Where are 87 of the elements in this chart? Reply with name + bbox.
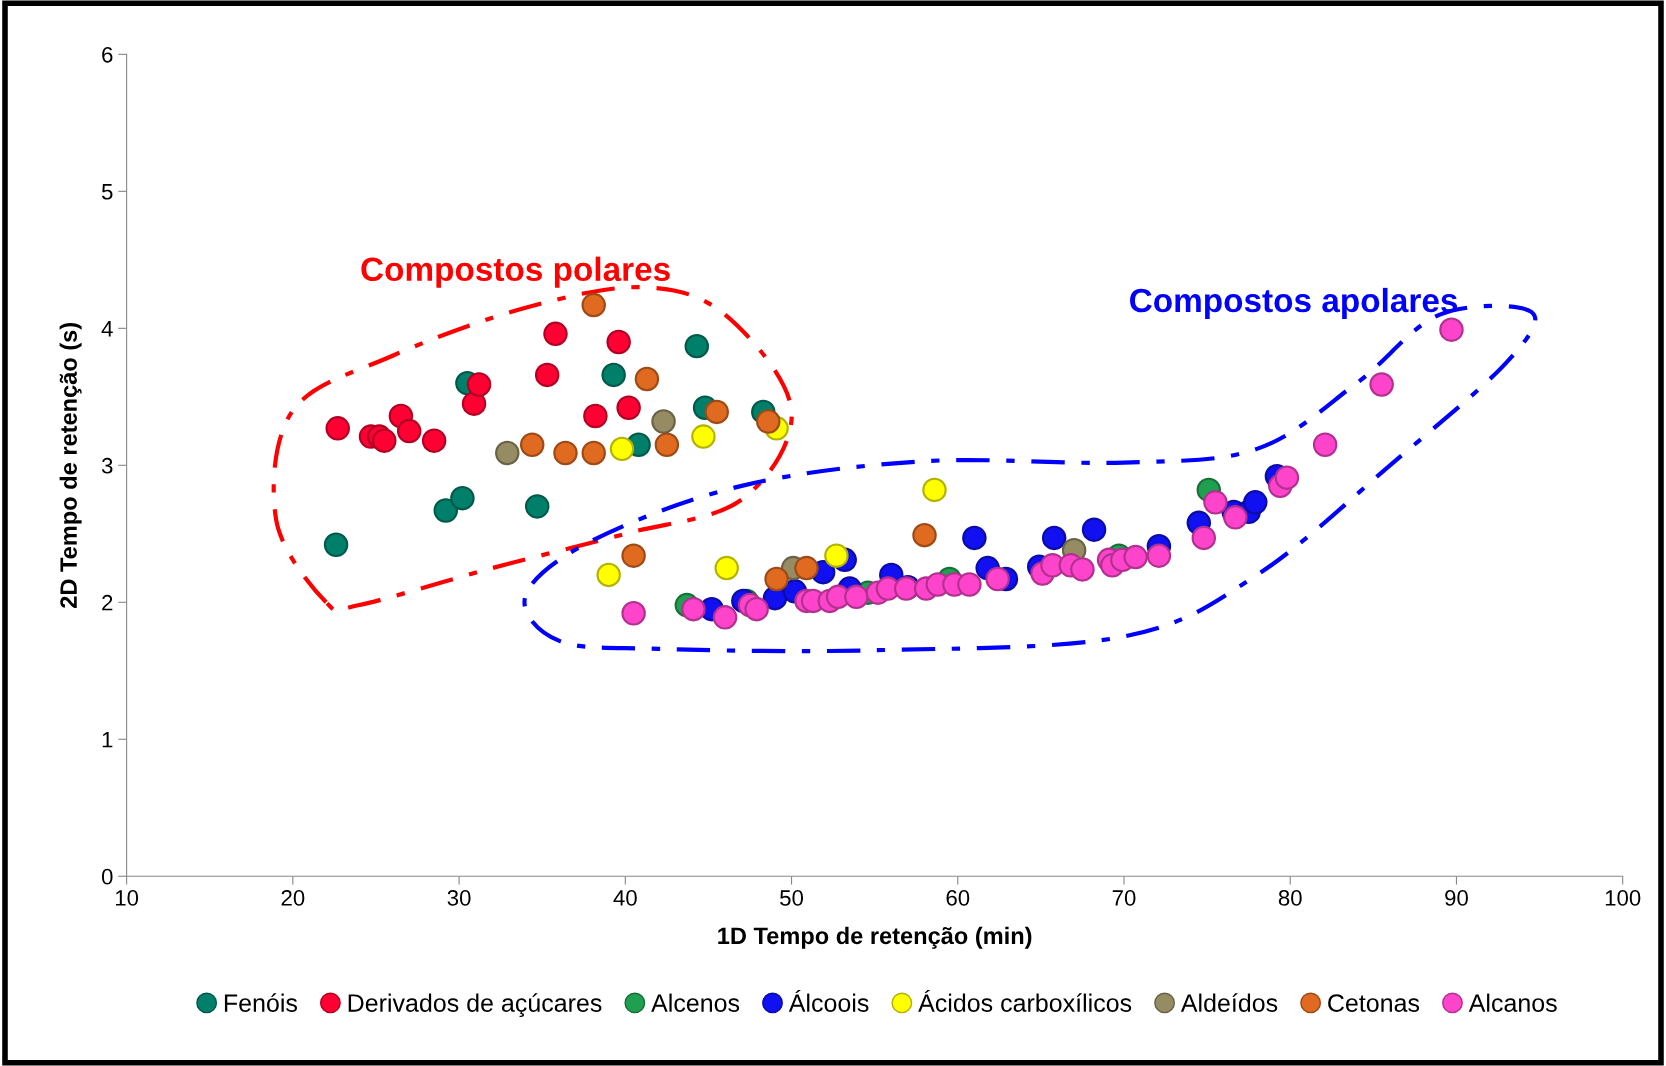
y-axis-title: 2D Tempo de retenção (s)	[59, 323, 82, 608]
point	[957, 572, 982, 597]
legend-label: Cetonas	[1328, 994, 1420, 1012]
x-axis-title: 1D Tempo de retenção (min)	[718, 926, 1032, 949]
point	[1274, 465, 1300, 490]
x-tick-label: 100	[1605, 890, 1641, 906]
point	[1041, 525, 1067, 551]
point	[543, 321, 568, 347]
x-tick-label: 70	[1112, 890, 1136, 906]
y-tick-label: 4	[101, 321, 113, 337]
point	[524, 494, 550, 519]
point	[621, 543, 646, 568]
point	[824, 543, 849, 568]
point	[985, 566, 1010, 592]
point	[596, 562, 621, 588]
point	[712, 605, 738, 630]
point	[714, 555, 739, 581]
legend-label: Aldeídos	[1180, 993, 1278, 1012]
point	[844, 584, 869, 610]
point	[372, 428, 397, 453]
y-tick-label: 0	[101, 868, 113, 885]
point	[1191, 525, 1217, 551]
point	[681, 596, 706, 622]
point	[396, 418, 422, 444]
point	[450, 485, 475, 511]
x-tick-label: 50	[780, 890, 804, 906]
legend-label: Ácidos carboxílicos	[918, 990, 1132, 1012]
legend-label: Alcenos	[651, 993, 740, 1012]
point	[433, 498, 459, 523]
point	[601, 362, 626, 388]
point	[553, 440, 578, 466]
point	[764, 566, 789, 592]
point	[691, 424, 716, 449]
x-tick-label: 90	[1445, 890, 1468, 906]
point	[581, 292, 606, 318]
point	[621, 601, 646, 626]
point	[519, 432, 545, 457]
point	[609, 436, 635, 462]
legend-label: Álcoois	[788, 990, 869, 1012]
point	[583, 403, 608, 429]
point	[704, 399, 729, 425]
point	[912, 522, 937, 548]
point	[325, 416, 350, 441]
point	[1439, 317, 1464, 342]
annotation: Compostos polares	[361, 256, 670, 288]
point	[323, 532, 349, 557]
y-tick-label: 3	[101, 457, 113, 474]
x-tick-label: 60	[946, 890, 970, 906]
legend-label: Alcanos	[1468, 993, 1557, 1012]
point	[1146, 543, 1172, 568]
point	[756, 409, 781, 434]
point	[495, 440, 520, 466]
point	[962, 525, 987, 551]
point	[1369, 372, 1394, 397]
point	[461, 391, 487, 416]
legend-label: Fenóis	[224, 993, 298, 1012]
y-tick-label: 6	[102, 46, 113, 63]
legend-label: Derivados de açúcares	[348, 993, 602, 1017]
point	[684, 333, 710, 359]
point	[744, 596, 769, 622]
x-tick-label: 10	[115, 890, 139, 906]
point	[1223, 505, 1248, 530]
point	[654, 432, 680, 457]
point	[1123, 544, 1148, 570]
y-tick-label: 2	[102, 594, 113, 611]
point	[1081, 517, 1107, 542]
annotation: Compostos apolares	[1130, 287, 1458, 319]
point	[794, 555, 819, 581]
y-tick-label: 5	[101, 184, 113, 200]
point	[1070, 557, 1095, 582]
y-tick-label: 1	[102, 732, 113, 748]
point	[634, 366, 660, 392]
point	[466, 372, 492, 397]
point	[922, 477, 947, 503]
point	[651, 409, 676, 434]
x-tick-label: 30	[447, 890, 471, 906]
point	[1203, 490, 1228, 515]
x-tick-label: 40	[613, 890, 637, 906]
point	[1243, 490, 1268, 515]
point	[421, 428, 447, 453]
x-tick-label: 80	[1278, 890, 1302, 906]
point	[534, 362, 560, 388]
x-tick-label: 20	[281, 890, 305, 906]
point	[581, 440, 606, 466]
point	[616, 395, 641, 421]
point	[606, 329, 631, 355]
point	[1312, 432, 1338, 457]
